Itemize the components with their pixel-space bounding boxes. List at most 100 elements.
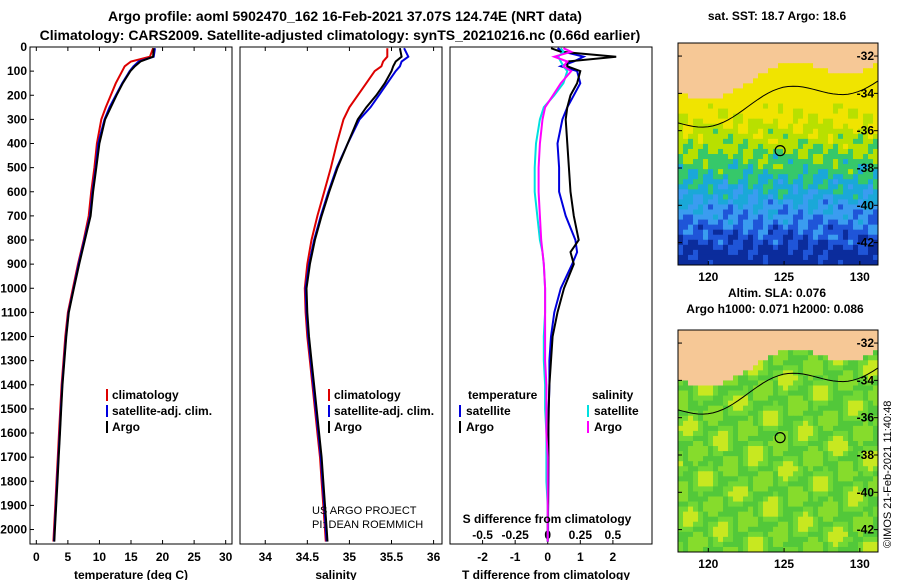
sla-map-cell xyxy=(833,456,839,462)
sla-map-cell xyxy=(688,456,694,462)
sst-map-cell xyxy=(773,53,779,59)
sla-map-cell xyxy=(773,446,779,452)
sla-map-cell xyxy=(853,531,859,538)
sla-map-cell xyxy=(703,541,709,548)
sst-map-cell xyxy=(728,118,734,125)
sla-map-cell xyxy=(858,456,864,462)
sst-map-cell xyxy=(763,259,769,266)
sst-map-cell xyxy=(753,249,759,256)
sla-map-cell xyxy=(683,380,689,386)
sst-map-cell xyxy=(743,43,749,49)
sla-map-cell xyxy=(763,380,769,386)
sst-map-cell xyxy=(788,169,794,175)
lon-tick-label: 130 xyxy=(850,557,870,571)
sla-map-cell xyxy=(718,425,724,432)
sst-map-cell xyxy=(863,239,869,246)
sst-map-cell xyxy=(703,174,709,180)
sla-map-cell xyxy=(708,400,714,407)
sla-map-cell xyxy=(868,390,874,396)
sst-map-cell xyxy=(823,234,829,241)
sla-map-cell xyxy=(858,425,864,432)
sla-map-cell xyxy=(773,441,779,447)
sla-map-cell xyxy=(728,501,734,507)
sla-map-cell xyxy=(853,385,859,391)
sla-map-cell xyxy=(758,430,764,437)
sst-map-cell xyxy=(703,159,709,165)
sla-map-cell xyxy=(773,345,779,351)
sst-map-cell xyxy=(778,184,784,190)
sst-map-cell xyxy=(773,194,779,200)
sst-map-cell xyxy=(873,43,879,49)
sla-map-cell xyxy=(678,541,684,548)
sst-map-cell xyxy=(808,78,814,84)
sla-map-cell xyxy=(838,516,844,523)
sla-map-cell xyxy=(768,365,774,371)
sst-map-cell xyxy=(758,229,764,236)
sst-map-cell xyxy=(848,209,854,215)
sla-map-cell xyxy=(743,400,749,407)
sla-map-cell xyxy=(678,335,684,341)
sst-map-cell xyxy=(818,108,824,115)
sst-map-cell xyxy=(873,174,879,180)
sla-map-cell xyxy=(698,526,704,533)
sla-map-cell xyxy=(853,536,859,543)
sst-map-cell xyxy=(708,199,714,205)
sst-map-cell xyxy=(863,118,869,125)
sst-map-cell xyxy=(858,93,864,99)
sst-map-cell xyxy=(793,229,799,236)
sla-map-cell xyxy=(848,390,854,396)
sst-map-cell xyxy=(688,209,694,215)
sst-map-cell xyxy=(758,164,764,170)
sst-map-cell xyxy=(853,58,859,64)
sst-map-cell xyxy=(683,108,689,115)
sst-map-cell xyxy=(708,184,714,190)
sla-map-cell xyxy=(753,521,759,528)
sst-map-cell xyxy=(843,63,849,69)
sla-map-cell xyxy=(853,451,859,457)
sla-map-cell xyxy=(693,526,699,533)
sla-map-cell xyxy=(773,425,779,432)
sst-map-cell xyxy=(838,209,844,215)
salinity-axes-frame xyxy=(239,46,443,545)
sst-map-cell xyxy=(683,118,689,125)
sst-map-cell xyxy=(778,133,784,140)
sst-map-cell xyxy=(683,103,689,109)
sla-map-cell xyxy=(873,390,879,396)
sla-map-cell xyxy=(858,501,864,507)
sst-map-cell xyxy=(743,83,749,89)
sst-map-cell xyxy=(803,199,809,205)
sst-map-cell xyxy=(808,229,814,236)
sst-map-cell xyxy=(803,259,809,266)
sst-map-cell xyxy=(713,133,719,140)
sst-map-cell xyxy=(863,53,869,59)
sst-map-cell xyxy=(728,48,734,54)
sla-map-cell xyxy=(723,350,729,356)
sla-map-cell xyxy=(718,441,724,447)
sst-map-cell xyxy=(813,224,819,231)
sst-map-cell xyxy=(748,254,754,261)
sla-map-cell xyxy=(708,425,714,432)
sla-map-cell xyxy=(763,420,769,427)
sst-map-cell xyxy=(778,234,784,241)
sla-map-cell xyxy=(843,335,849,341)
sst-map-cell xyxy=(773,108,779,115)
sst-map-cell xyxy=(798,63,804,69)
sla-map-cell xyxy=(818,390,824,396)
sst-map-cell xyxy=(768,73,774,79)
sst-map-cell xyxy=(688,174,694,180)
sst-map-cell xyxy=(723,159,729,165)
sla-map-cell xyxy=(788,340,794,346)
sla-map-cell xyxy=(798,435,804,442)
sst-map-cell xyxy=(758,118,764,125)
sst-map-cell xyxy=(863,234,869,241)
sla-map-cell xyxy=(718,521,724,528)
sla-map-cell xyxy=(743,350,749,356)
sst-map-cell xyxy=(818,204,824,210)
sla-map-cell xyxy=(843,526,849,533)
sst-map-cell xyxy=(828,93,834,99)
sla-map-cell xyxy=(858,526,864,533)
sla-map-cell xyxy=(833,486,839,492)
sst-map-cell xyxy=(683,254,689,261)
sst-map-cell xyxy=(788,159,794,165)
sst-map-cell xyxy=(783,209,789,215)
